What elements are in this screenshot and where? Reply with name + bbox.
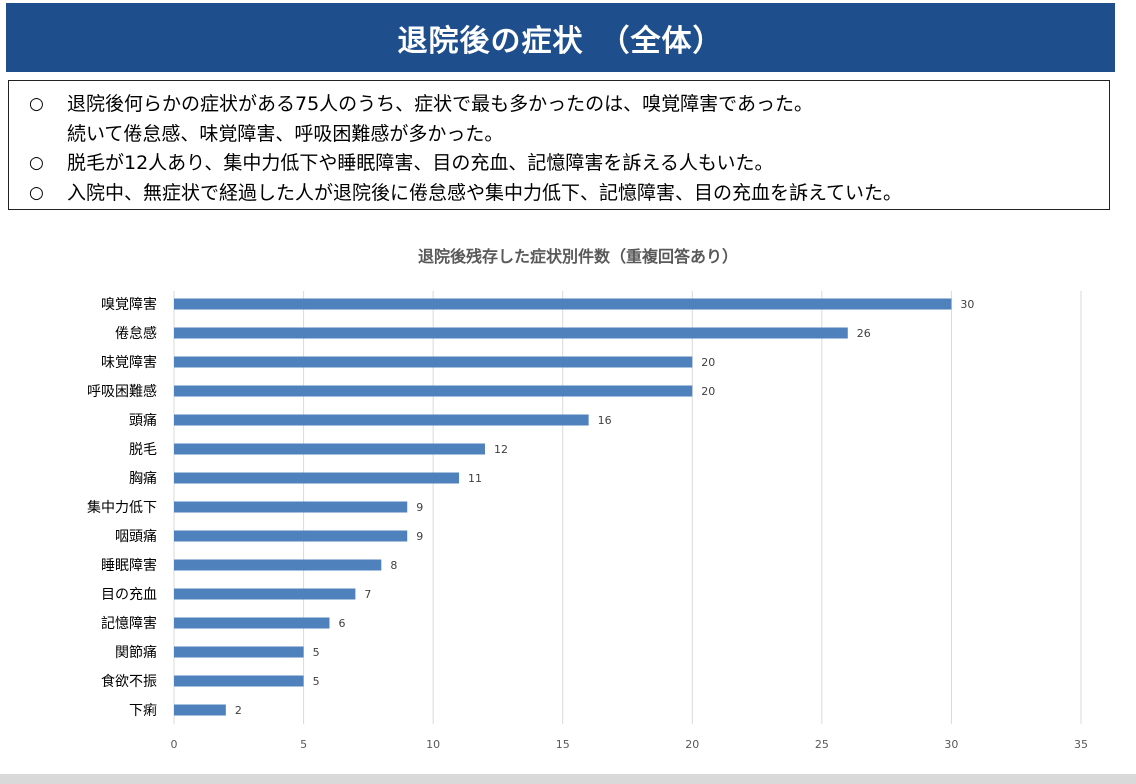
category-label: 関節痛 — [115, 644, 157, 661]
bullet-circle-icon: ○ — [29, 182, 44, 203]
category-label: 睡眠障害 — [101, 558, 157, 574]
bar — [174, 675, 304, 687]
x-tick-label: 25 — [815, 738, 829, 751]
data-label: 8 — [390, 559, 397, 572]
summary-line-1: ○ 退院後何らかの症状がある75人のうち、症状で最も多かったのは、嗅覚障害であっ… — [29, 90, 1097, 120]
bullet-circle-icon: ○ — [29, 153, 44, 173]
category-label: 目の充血 — [101, 587, 157, 603]
summary-text-2: 続いて倦怠感、味覚障害、呼吸困難感が多かった。 — [67, 122, 504, 145]
bar — [174, 443, 485, 455]
bar — [174, 356, 693, 368]
summary-line-2: 続いて倦怠感、味覚障害、呼吸困難感が多かった。 — [29, 120, 1097, 150]
bar — [174, 646, 304, 658]
data-label: 20 — [701, 385, 715, 398]
data-label: 7 — [364, 588, 371, 601]
category-label: 呼吸困難感 — [87, 383, 157, 400]
title-banner: 退院後の症状 （全体） — [6, 3, 1115, 72]
bars-layer — [174, 298, 952, 716]
bottom-band — [0, 774, 1136, 784]
x-tick-label: 15 — [556, 738, 570, 751]
x-tick-label: 5 — [300, 738, 307, 751]
bar — [174, 588, 356, 600]
data-label: 5 — [313, 675, 320, 688]
summary-text-4: 入院中、無症状で経過した人が退院後に倦怠感や集中力低下、記憶障害、目の充血を訴え… — [67, 181, 903, 204]
category-label: 下痢 — [129, 703, 157, 719]
bar — [174, 385, 693, 397]
category-label: 嗅覚障害 — [101, 297, 157, 313]
bar — [174, 472, 460, 484]
data-label: 6 — [338, 617, 345, 630]
category-label: 脱毛 — [129, 442, 157, 458]
summary-line-3: ○ 脱毛が12人あり、集中力低下や睡眠障害、目の充血、記憶障害を訴える人もいた。 — [29, 149, 1097, 179]
x-tick-label: 35 — [1074, 738, 1088, 751]
bar — [174, 617, 330, 629]
ticks-layer: 0 5 10 15 20 25 30 35 — [171, 738, 1089, 751]
page-title: 退院後の症状 （全体） — [397, 23, 724, 59]
bar — [174, 414, 589, 426]
summary-text-1: 退院後何らかの症状がある75人のうち、症状で最も多かったのは、嗅覚障害であった。 — [67, 93, 813, 115]
x-tick-label: 30 — [944, 738, 958, 751]
bar — [174, 704, 226, 716]
data-label: 26 — [857, 327, 871, 340]
category-label: 胸痛 — [129, 470, 157, 487]
data-label: 9 — [416, 501, 423, 514]
data-label: 5 — [313, 646, 320, 659]
category-label: 倦怠感 — [115, 325, 157, 342]
category-label: 集中力低下 — [87, 499, 157, 516]
data-label: 30 — [960, 298, 974, 311]
data-label: 20 — [701, 356, 715, 369]
data-label: 9 — [416, 530, 423, 543]
category-label: 記憶障害 — [101, 615, 157, 632]
x-tick-label: 20 — [685, 738, 699, 751]
category-label: 味覚障害 — [101, 355, 157, 371]
x-tick-label: 0 — [171, 738, 178, 751]
bar — [174, 530, 408, 542]
summary-box: ○ 退院後何らかの症状がある75人のうち、症状で最も多かったのは、嗅覚障害であっ… — [8, 80, 1110, 210]
category-label: 頭痛 — [129, 412, 157, 429]
chart-title: 退院後残存した症状別件数（重複回答あり） — [418, 247, 738, 266]
data-label: 16 — [598, 414, 612, 427]
category-label: 咽頭痛 — [115, 528, 157, 545]
bar — [174, 559, 382, 571]
chart-container: 退院後残存した症状別件数（重複回答あり） 嗅覚障害 30 倦怠感 26 味覚障害 20 呼吸… — [0, 236, 1136, 756]
data-label: 2 — [235, 704, 242, 717]
x-tick-label: 10 — [426, 738, 440, 751]
data-label: 11 — [468, 472, 482, 485]
bar — [174, 327, 848, 339]
bar — [174, 298, 952, 310]
data-label: 12 — [494, 443, 508, 456]
bullet-circle-icon: ○ — [29, 94, 44, 114]
summary-line-4: ○ 入院中、無症状で経過した人が退院後に倦怠感や集中力低下、記憶障害、目の充血を… — [29, 179, 1097, 209]
category-label: 食欲不振 — [101, 673, 157, 690]
bar — [174, 501, 408, 513]
summary-text-3: 脱毛が12人あり、集中力低下や睡眠障害、目の充血、記憶障害を訴える人もいた。 — [67, 152, 774, 174]
